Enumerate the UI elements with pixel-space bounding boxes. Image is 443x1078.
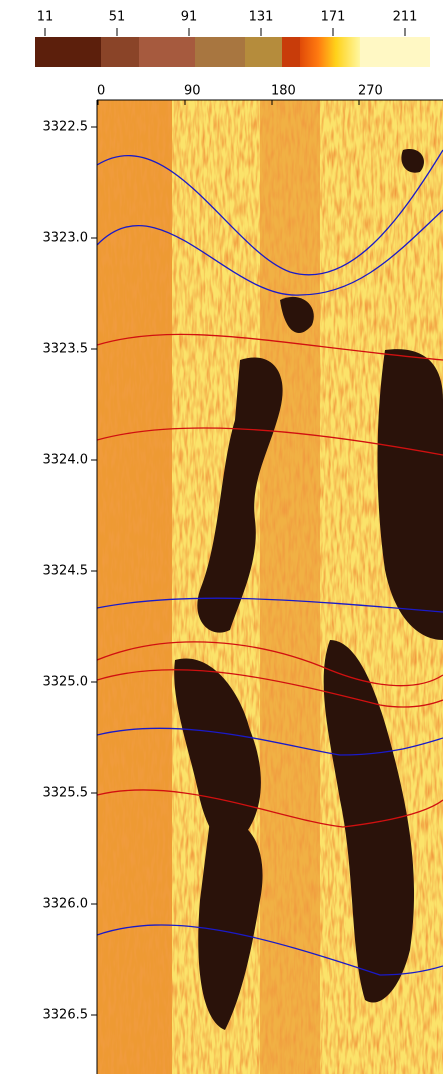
depth-label: 3323.0: [43, 231, 89, 246]
color-scale-label: 131: [249, 10, 274, 25]
depth-label: 3326.5: [43, 1008, 89, 1023]
color-scale-label: 211: [393, 10, 418, 25]
depth-label: 3324.0: [43, 453, 89, 468]
color-scale-label: 171: [321, 10, 346, 25]
borehole-image: [97, 100, 443, 1074]
azimuth-label: 90: [184, 84, 201, 99]
depth-label: 3324.5: [43, 564, 89, 579]
depth-label: 3325.5: [43, 786, 89, 801]
azimuth-label: 180: [271, 84, 296, 99]
color-scale-label: 91: [181, 10, 198, 25]
color-scale-label: 51: [109, 10, 126, 25]
depth-label: 3326.0: [43, 897, 89, 912]
azimuth-label: 0: [97, 84, 105, 99]
depth-label: 3325.0: [43, 675, 89, 690]
depth-label: 3323.5: [43, 342, 89, 357]
azimuth-label: 270: [358, 84, 383, 99]
depth-label: 3322.5: [43, 120, 89, 135]
color-scale-label: 11: [37, 10, 54, 25]
color-bar: [35, 37, 430, 67]
